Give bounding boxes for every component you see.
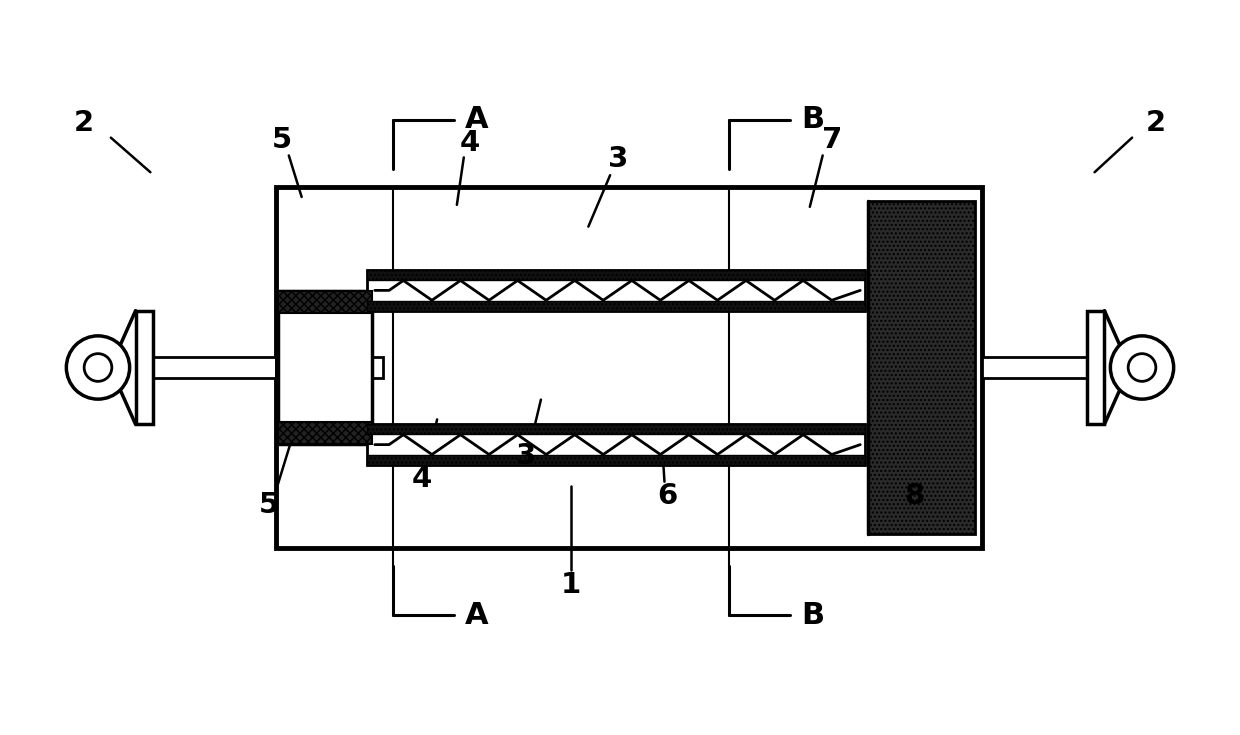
Text: 5: 5 xyxy=(259,492,279,520)
Text: 3: 3 xyxy=(516,442,536,470)
Circle shape xyxy=(1128,354,1156,381)
Bar xyxy=(982,356,1086,379)
Bar xyxy=(135,311,154,424)
Text: 1: 1 xyxy=(560,570,580,598)
Text: 4: 4 xyxy=(460,129,480,157)
Text: 6: 6 xyxy=(657,481,677,509)
Text: B: B xyxy=(801,105,825,135)
Bar xyxy=(277,187,982,548)
Text: 5: 5 xyxy=(272,126,291,154)
Text: A: A xyxy=(465,600,489,630)
Text: B: B xyxy=(801,600,825,630)
Bar xyxy=(1086,311,1105,424)
Bar xyxy=(367,301,866,311)
Bar xyxy=(868,201,975,534)
Bar xyxy=(367,424,866,465)
Text: 2: 2 xyxy=(1146,109,1166,137)
Text: 2: 2 xyxy=(74,109,94,137)
Text: 8: 8 xyxy=(904,481,925,509)
Text: A: A xyxy=(465,105,489,135)
Bar xyxy=(277,356,383,379)
Circle shape xyxy=(1110,336,1173,399)
Circle shape xyxy=(67,336,130,399)
Bar xyxy=(278,423,372,444)
Circle shape xyxy=(84,354,112,381)
Bar xyxy=(367,456,866,465)
Text: 7: 7 xyxy=(822,126,843,154)
Text: 4: 4 xyxy=(412,465,433,492)
Text: 3: 3 xyxy=(608,146,629,173)
Bar xyxy=(278,291,372,444)
Bar xyxy=(278,291,372,312)
Bar xyxy=(367,270,866,279)
Bar xyxy=(154,356,277,379)
Bar xyxy=(367,270,866,311)
Bar xyxy=(367,424,866,434)
